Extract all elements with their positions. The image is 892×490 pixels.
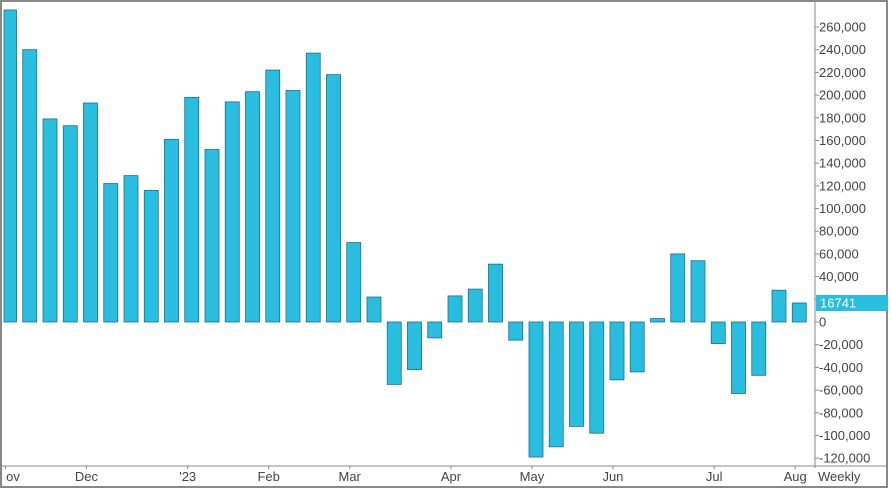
bar bbox=[447, 295, 463, 323]
y-tick-label: 260,000 bbox=[819, 20, 866, 35]
x-tick-label: Jul bbox=[706, 469, 723, 484]
x-tick-label: Apr bbox=[441, 469, 462, 484]
bar bbox=[650, 318, 665, 323]
last-value-badge bbox=[816, 295, 888, 312]
last-value-marker: 16741 bbox=[816, 295, 888, 312]
x-tick-label: Jun bbox=[602, 469, 623, 484]
bar bbox=[184, 96, 200, 323]
y-axis: 260,000 240,000 220,000 200,000 180,000 160,0… bbox=[815, 20, 870, 466]
bar bbox=[407, 321, 422, 371]
bar bbox=[103, 183, 119, 323]
x-tick-label: May bbox=[520, 469, 545, 484]
y-tick-label: 240,000 bbox=[819, 42, 866, 57]
y-tick-label: 120,000 bbox=[819, 178, 866, 193]
bar bbox=[548, 321, 564, 448]
y-tick-label: 200,000 bbox=[819, 88, 866, 103]
bar bbox=[589, 321, 605, 434]
y-tick-label: -100,000 bbox=[819, 428, 870, 443]
bar bbox=[690, 260, 706, 323]
bar bbox=[204, 149, 220, 323]
bar bbox=[386, 321, 402, 385]
x-tick-label: Feb bbox=[257, 469, 279, 484]
y-tick-label: 40,000 bbox=[819, 269, 859, 284]
y-tick-label: 140,000 bbox=[819, 156, 866, 171]
bar bbox=[710, 321, 726, 344]
bar bbox=[123, 175, 139, 323]
bar bbox=[245, 91, 260, 323]
bars bbox=[3, 9, 807, 458]
y-tick-label: 60,000 bbox=[819, 246, 859, 261]
y-tick-label: -60,000 bbox=[819, 383, 863, 398]
last-value-label: 16741 bbox=[820, 296, 856, 311]
bar bbox=[326, 74, 341, 323]
y-tick-label: 220,000 bbox=[819, 65, 866, 80]
y-tick-label: -40,000 bbox=[819, 360, 863, 375]
bar bbox=[366, 296, 382, 323]
bar bbox=[62, 125, 78, 323]
bar bbox=[22, 49, 38, 323]
bar bbox=[346, 242, 362, 323]
x-tick-label: ov bbox=[6, 469, 20, 484]
y-tick-label: -20,000 bbox=[819, 337, 863, 352]
bar bbox=[569, 321, 584, 427]
bar bbox=[751, 321, 767, 376]
bar bbox=[508, 321, 524, 341]
y-tick-label: 180,000 bbox=[819, 110, 866, 125]
bar bbox=[629, 321, 645, 373]
bar bbox=[3, 9, 17, 323]
x-axis: ov Dec '23 Feb Mar Apr May Jun Jul Aug bbox=[4, 466, 807, 484]
y-tick-label: 0 bbox=[819, 315, 826, 330]
bar bbox=[731, 321, 746, 394]
frequency-label: Weekly bbox=[818, 469, 861, 484]
bar bbox=[42, 118, 58, 323]
y-tick-label: -120,000 bbox=[819, 451, 870, 466]
bar bbox=[528, 321, 544, 458]
x-tick-label: Aug bbox=[784, 469, 807, 484]
bar bbox=[285, 90, 301, 323]
y-tick-label: -80,000 bbox=[819, 405, 863, 420]
bar bbox=[488, 263, 503, 323]
bar bbox=[427, 321, 443, 339]
bar bbox=[265, 69, 281, 323]
bar bbox=[771, 289, 787, 323]
y-tick-label: 100,000 bbox=[819, 201, 866, 216]
bar bbox=[224, 101, 240, 323]
x-tick-label: Mar bbox=[339, 469, 362, 484]
bar bbox=[467, 288, 483, 323]
bar bbox=[83, 102, 98, 323]
bar bbox=[305, 52, 321, 323]
x-tick-label: '23 bbox=[179, 469, 196, 484]
bar bbox=[164, 138, 179, 323]
y-tick-label: 160,000 bbox=[819, 133, 866, 148]
bar bbox=[609, 321, 625, 381]
bar bbox=[143, 189, 159, 323]
y-tick-label: 80,000 bbox=[819, 224, 859, 239]
bar bbox=[670, 253, 686, 323]
x-tick-label: Dec bbox=[75, 469, 99, 484]
bar bbox=[791, 302, 807, 323]
